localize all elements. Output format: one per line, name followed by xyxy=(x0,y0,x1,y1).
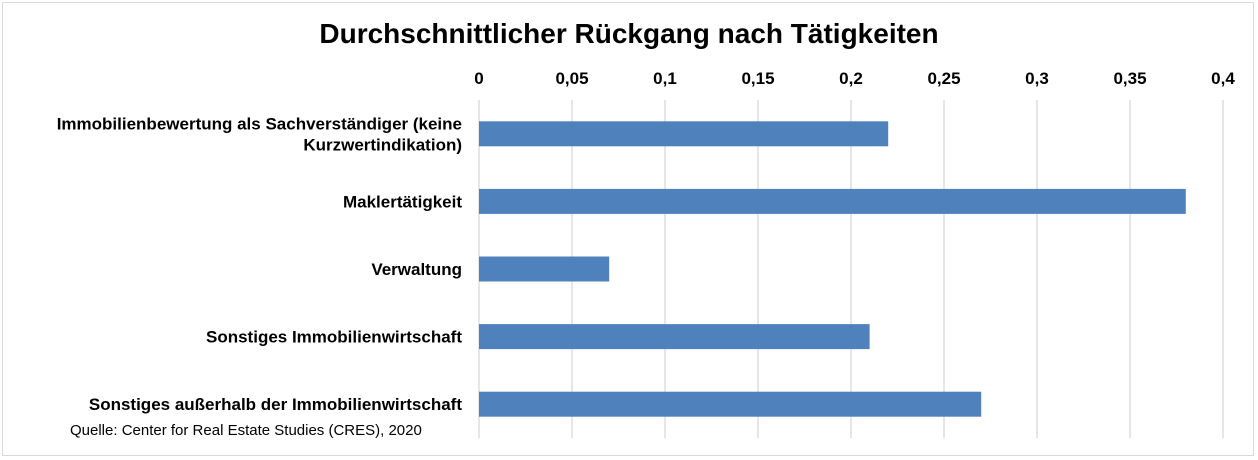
x-axis-ticks: 0 0,05 0,1 0,15 0,2 0,25 0,3 0,35 0,4 xyxy=(474,69,1235,88)
x-tick-label: 0,3 xyxy=(1025,69,1049,88)
source-note: Quelle: Center for Real Estate Studies (… xyxy=(70,422,422,439)
category-label: Sonstiges außerhalb der Immobilienwirtsc… xyxy=(89,395,462,414)
x-tick-label: 0,25 xyxy=(927,69,960,88)
category-label: Immobilienbewertung als Sachverständiger… xyxy=(57,114,462,133)
bar xyxy=(479,121,889,147)
x-tick-label: 0,05 xyxy=(555,69,588,88)
category-label: Maklertätigkeit xyxy=(343,192,462,211)
bar xyxy=(479,324,870,350)
x-tick-label: 0,35 xyxy=(1113,69,1146,88)
bar xyxy=(479,391,982,417)
x-tick-label: 0,15 xyxy=(741,69,774,88)
x-tick-label: 0,2 xyxy=(839,69,863,88)
gridlines xyxy=(478,100,1224,438)
chart-title: Durchschnittlicher Rückgang nach Tätigke… xyxy=(319,18,939,49)
category-label: Kurzwertindikation) xyxy=(303,135,462,154)
x-tick-label: 0 xyxy=(474,69,483,88)
bars xyxy=(479,121,1186,417)
x-tick-label: 0,4 xyxy=(1211,69,1235,88)
bar xyxy=(479,256,610,282)
x-tick-label: 0,1 xyxy=(653,69,677,88)
category-label: Verwaltung xyxy=(371,260,462,279)
category-label: Sonstiges Immobilienwirtschaft xyxy=(206,328,462,347)
category-labels: Immobilienbewertung als Sachverständiger… xyxy=(57,114,463,414)
bar xyxy=(479,188,1186,214)
